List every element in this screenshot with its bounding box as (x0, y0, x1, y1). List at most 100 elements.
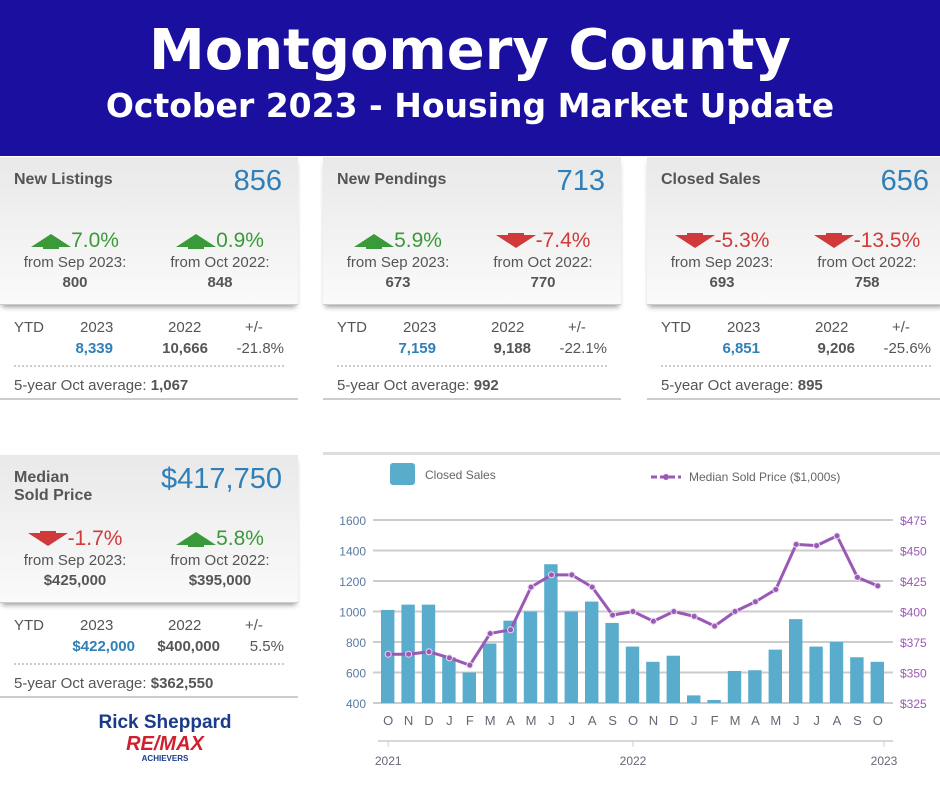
card-value: $417,750 (161, 463, 282, 495)
legend-closed-sales: Closed Sales (425, 468, 496, 482)
ytd-change-label: +/- (245, 617, 263, 634)
five-year-average: 5-year Oct average: 1,067 (14, 377, 188, 394)
change-yoy: 0.9% from Oct 2022: 848 (150, 229, 290, 293)
change-label: from Sep 2023: (23, 254, 127, 271)
median-price-point (853, 573, 861, 581)
card-title: New Pendings (337, 171, 447, 188)
y2-tick-label: $425 (900, 575, 927, 589)
ytd-year1: 2023 (80, 319, 114, 336)
change-label: from Oct 2022: (493, 254, 593, 271)
median-price-point (588, 583, 596, 591)
legend-line-point (663, 474, 669, 480)
header-banner: Montgomery County October 2023 - Housing… (0, 0, 940, 156)
x-tick-label: J (793, 713, 800, 728)
median-price-point (833, 532, 841, 540)
divider (14, 663, 284, 665)
x-tick-label: A (506, 713, 515, 728)
average-label: 5-year Oct average: (661, 377, 794, 394)
average-value: 992 (473, 377, 499, 394)
bar-closed-sales (646, 661, 660, 703)
change-prev-value: 800 (62, 274, 88, 291)
card-title: New Listings (14, 171, 113, 188)
ytd-change: 5.5% (249, 638, 284, 655)
y2-tick-label: $325 (900, 697, 927, 711)
arrow-up-icon (31, 229, 72, 252)
ytd-year2: 2022 (491, 319, 525, 336)
arrow-down-icon (27, 527, 68, 550)
x-tick-label: O (383, 713, 393, 728)
change-label: from Oct 2022: (170, 552, 270, 569)
change-label: from Oct 2022: (170, 254, 270, 271)
ytd-change-label: +/- (568, 319, 586, 336)
ytd-year2: 2022 (168, 617, 202, 634)
change-prev-value: 848 (207, 274, 233, 291)
brand-name: RE/MAX (126, 733, 204, 755)
median-price-point (507, 626, 515, 634)
ytd-year1: 2023 (80, 617, 114, 634)
bar-closed-sales (870, 661, 884, 703)
median-price-point (425, 648, 433, 656)
change-pct: 0.9% (216, 229, 264, 252)
ytd-value1: 6,851 (722, 340, 760, 357)
bar-closed-sales (789, 619, 803, 703)
median-price-point (690, 612, 698, 620)
card-value: 856 (233, 165, 282, 197)
ytd-change: -21.8% (236, 340, 284, 357)
arrow-down-icon (813, 229, 854, 252)
y-tick-label: 1000 (339, 606, 366, 620)
change-prev-value: $395,000 (188, 572, 252, 589)
brand-sub: ACHIEVERS (141, 754, 189, 763)
change-label: from Sep 2023: (23, 552, 127, 569)
legend-median-price: Median Sold Price ($1,000s) (689, 470, 840, 484)
x-tick-label: M (526, 713, 537, 728)
year-label: 2022 (620, 754, 647, 768)
median-price-point (772, 586, 780, 594)
change-pct: 7.0% (71, 229, 119, 252)
card-title: Closed Sales (661, 171, 761, 188)
change-pct: -13.5% (853, 229, 921, 252)
change-label: from Sep 2023: (346, 254, 450, 271)
change-prev-value: 673 (385, 274, 411, 291)
median-price-point (813, 542, 821, 550)
x-tick-label: M (485, 713, 496, 728)
median-price-point (751, 598, 759, 606)
x-tick-label: M (770, 713, 781, 728)
x-tick-label: J (446, 713, 453, 728)
median-price-point (874, 582, 882, 590)
card-value: 656 (880, 165, 929, 197)
change-label: from Oct 2022: (817, 254, 917, 271)
ytd-section: YTD 2023 2022 +/- 8,339 10,666 -21.8% 5-… (0, 305, 298, 400)
y2-tick-label: $375 (900, 636, 927, 650)
ytd-change-label: +/- (892, 319, 910, 336)
change-yoy: 5.8% from Oct 2022: $395,000 (150, 527, 290, 591)
median-price-point (609, 611, 617, 619)
bar-closed-sales (666, 655, 680, 703)
bar-closed-sales (829, 642, 844, 703)
arrow-up-icon (354, 229, 395, 252)
ytd-label: YTD (337, 319, 367, 336)
ytd-change: -22.1% (559, 340, 607, 357)
agent-name: Rick Sheppard (98, 712, 232, 733)
x-tick-label: A (751, 713, 760, 728)
ytd-year2: 2022 (168, 319, 202, 336)
ytd-section: YTD 2023 2022 +/- $422,000 $400,000 5.5%… (0, 603, 298, 698)
average-label: 5-year Oct average: (337, 377, 470, 394)
median-price-point (405, 650, 413, 658)
divider (661, 365, 931, 367)
bar-closed-sales (564, 611, 578, 703)
card-value: 713 (556, 165, 605, 197)
median-price-point (629, 608, 637, 615)
five-year-average: 5-year Oct average: 895 (661, 377, 823, 394)
x-tick-label: S (853, 713, 862, 728)
x-tick-label: O (628, 713, 638, 728)
ytd-value2: 9,206 (817, 340, 855, 357)
five-year-average: 5-year Oct average: 992 (337, 377, 499, 394)
x-tick-label: F (466, 713, 474, 728)
average-label: 5-year Oct average: (14, 377, 147, 394)
y-tick-label: 800 (346, 636, 366, 650)
average-value: $362,550 (150, 675, 214, 692)
y-tick-label: 1400 (339, 545, 366, 559)
y-tick-label: 1200 (339, 575, 366, 589)
bar-closed-sales (483, 643, 497, 703)
ytd-value1: 7,159 (398, 340, 436, 357)
